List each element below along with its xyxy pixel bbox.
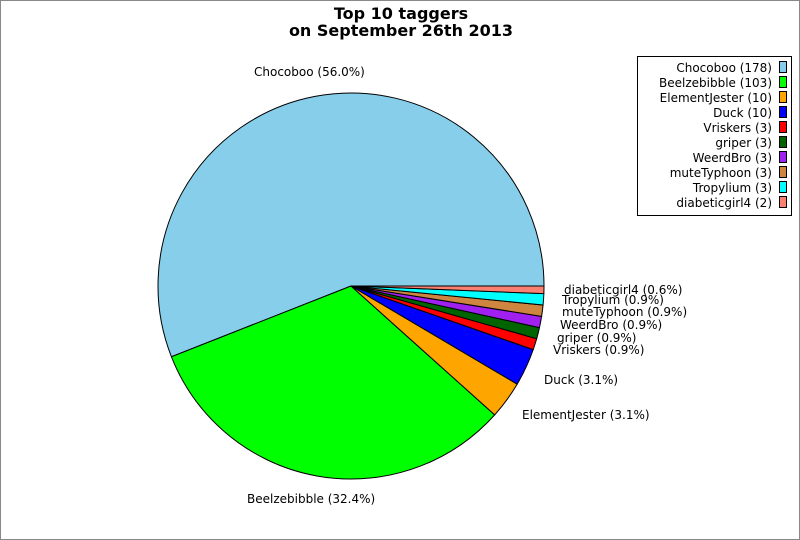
legend-entry: Chocoboo (178) [676, 61, 772, 75]
slice-label: ElementJester (3.1%) [522, 408, 650, 422]
legend-entry: Duck (10) [713, 106, 772, 120]
slice-label: muteTyphoon (0.9%) [562, 305, 687, 319]
legend-entry: muteTyphoon (3) [670, 166, 772, 180]
legend-swatch [779, 106, 787, 118]
legend-swatch [779, 151, 787, 163]
pie-slice-beelzebibble [170, 285, 496, 480]
slice-label: Vriskers (0.9%) [553, 343, 644, 357]
slice-label: WeerdBro (0.9%) [560, 318, 662, 332]
legend-swatch [779, 61, 787, 73]
legend-entry: diabeticgirl4 (2) [676, 196, 772, 210]
legend-swatch [779, 196, 787, 208]
legend-box [637, 56, 792, 216]
legend-entry: ElementJester (10) [660, 91, 772, 105]
slice-label: Beelzebibble (32.4%) [247, 492, 375, 506]
pie-slice-diabeticgirl4 [350, 285, 545, 295]
legend-swatch [779, 121, 787, 133]
legend-swatch [779, 136, 787, 148]
slice-label: Duck (3.1%) [544, 373, 618, 387]
pie-slice-chocoboo [157, 92, 545, 358]
chart-subtitle: on September 26th 2013 [289, 21, 513, 40]
slice-label: Tropylium (0.9%) [561, 293, 664, 307]
chart-title: Top 10 taggers [334, 4, 468, 23]
legend-entry: WeerdBro (3) [693, 151, 772, 165]
legend-entry: Vriskers (3) [703, 121, 772, 135]
legend-entry: griper (3) [715, 136, 772, 150]
legend-swatch [779, 91, 787, 103]
legend-swatch [779, 166, 787, 178]
legend: Chocoboo (178)Beelzebibble (103)ElementJ… [637, 56, 792, 216]
slice-label: diabeticgirl4 (0.6%) [564, 283, 682, 297]
legend-swatch [779, 181, 787, 193]
legend-entry: Beelzebibble (103) [659, 76, 772, 90]
slice-label: griper (0.9%) [557, 331, 636, 345]
legend-entry: Tropylium (3) [692, 181, 772, 195]
slice-label: Chocoboo (56.0%) [254, 65, 365, 79]
legend-swatch [779, 76, 787, 88]
